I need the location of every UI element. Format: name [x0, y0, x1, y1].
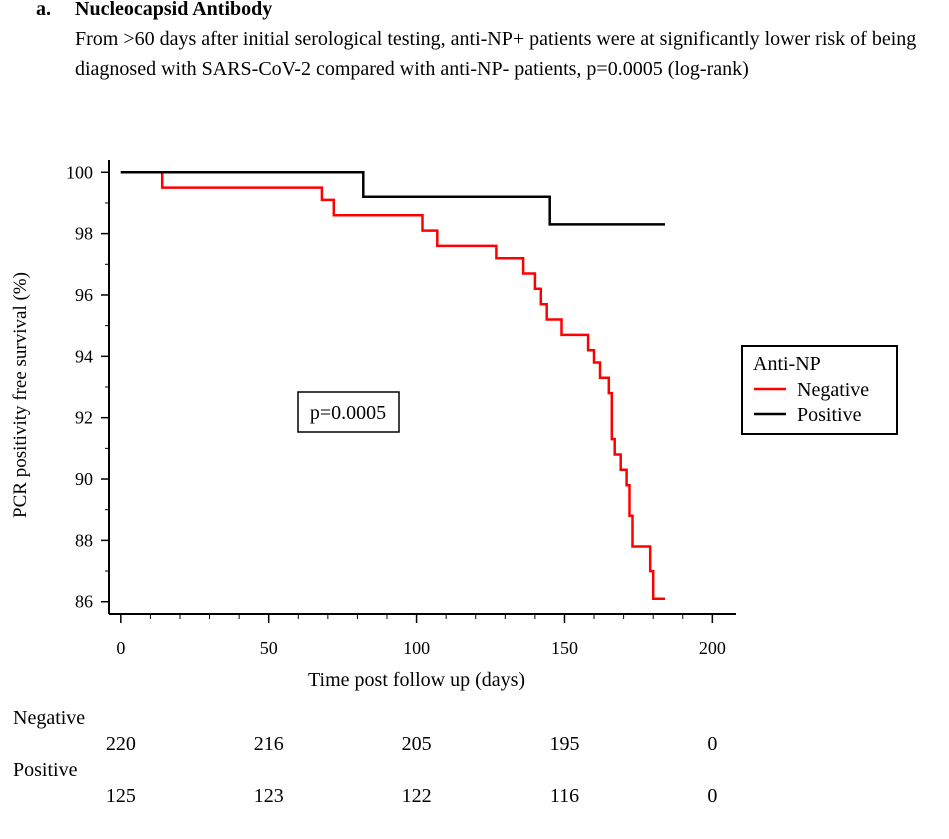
- risk-table: Negative 220 216 205 195 0 Positive 125 123 122 11…: [0, 700, 949, 839]
- risk-count: 116: [549, 785, 580, 807]
- risk-count: 125: [105, 785, 136, 807]
- legend: Anti-NP Negative Positive: [741, 345, 898, 435]
- y-tick-label: 100: [66, 162, 93, 182]
- risk-count: 122: [401, 785, 432, 807]
- y-tick-label: 86: [75, 592, 93, 612]
- risk-group-label-negative: Negative: [13, 707, 86, 729]
- series-layer: [120, 171, 665, 600]
- legend-label-positive: Positive: [797, 404, 862, 426]
- series-line-negative: [120, 171, 665, 600]
- y-tick-label: 94: [75, 346, 93, 366]
- x-tick-label: 100: [403, 638, 430, 658]
- panel-caption: From >60 days after initial serological …: [75, 28, 917, 80]
- risk-count: 216: [253, 733, 284, 755]
- panel-label: a.: [36, 0, 51, 20]
- risk-count: 0: [707, 785, 718, 807]
- series-line-positive: [120, 171, 665, 226]
- y-axis-label: PCR positivity free survival (%): [10, 272, 31, 518]
- x-axis-label: Time post follow up (days): [308, 669, 525, 691]
- risk-count: 220: [105, 733, 136, 755]
- x-tick-label: 0: [116, 638, 125, 658]
- risk-count: 195: [549, 733, 580, 755]
- legend-title: Anti-NP: [753, 353, 821, 375]
- risk-count: 205: [401, 733, 432, 755]
- annotation-layer: p=0.0005: [297, 391, 400, 433]
- pvalue-box: [297, 391, 400, 433]
- y-tick-label: 98: [75, 224, 93, 244]
- risk-count: 0: [707, 733, 718, 755]
- y-tick-label: 88: [75, 530, 93, 550]
- risk-group-label-positive: Positive: [13, 759, 78, 781]
- pvalue-text: p=0.0005: [310, 402, 386, 424]
- y-tick-label: 92: [75, 408, 93, 428]
- km-chart: 86 88 90 92 94 96 98 100 0 50 100 150 200 p=0.0005 A…: [10, 160, 898, 691]
- risk-count: 123: [253, 785, 284, 807]
- legend-label-negative: Negative: [797, 379, 869, 401]
- x-tick-label: 200: [699, 638, 726, 658]
- y-tick-label: 96: [75, 285, 93, 305]
- axes: 86 88 90 92 94 96 98 100 0 50 100 150 200: [66, 160, 736, 658]
- x-tick-label: 150: [551, 638, 578, 658]
- panel-title: Nucleocapsid Antibody: [75, 0, 273, 20]
- y-tick-label: 90: [75, 469, 93, 489]
- x-tick-label: 50: [260, 638, 278, 658]
